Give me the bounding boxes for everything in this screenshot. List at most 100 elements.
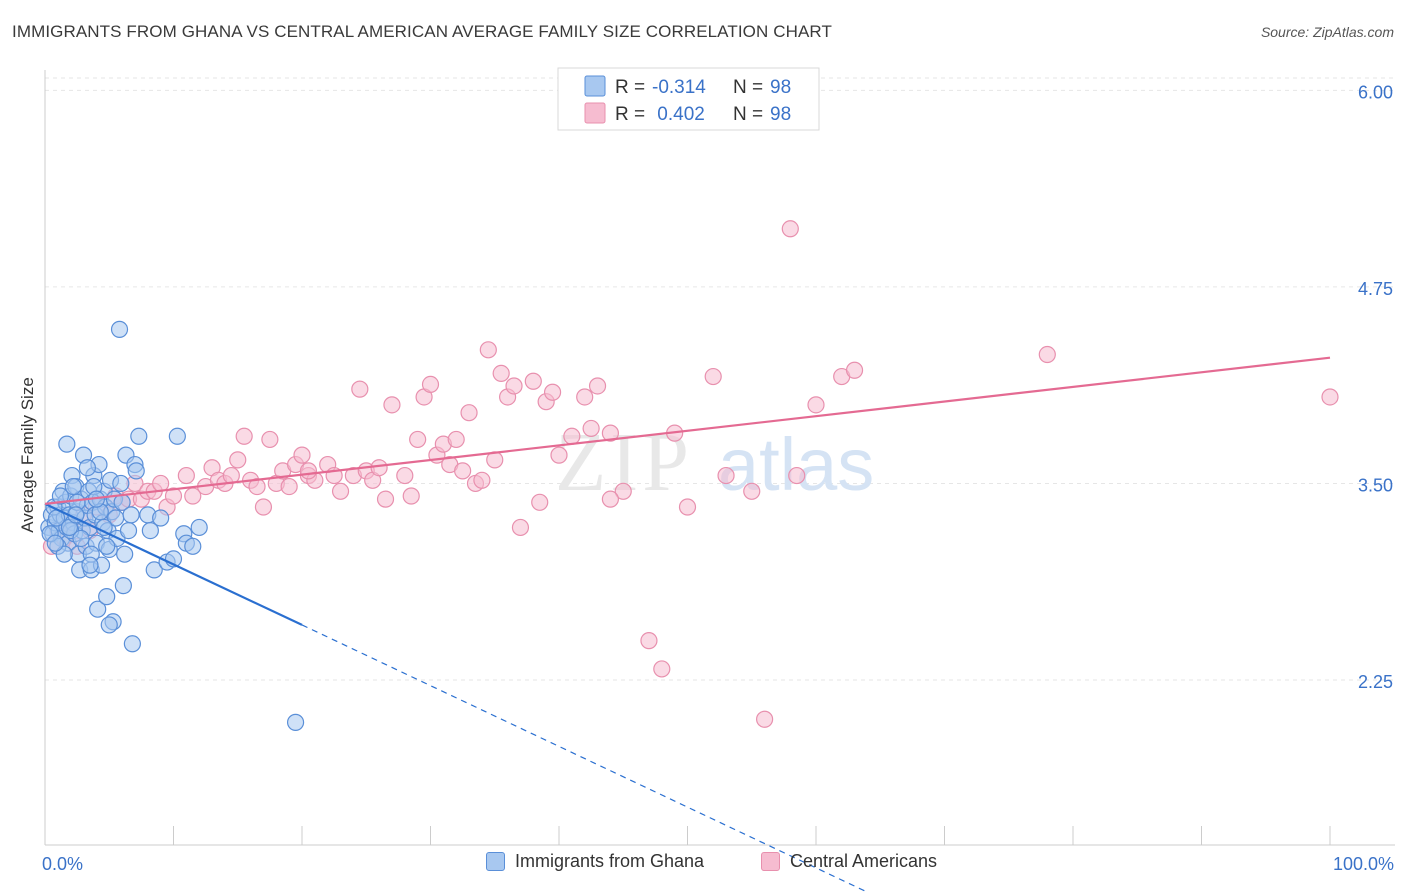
central-americans-point-53 bbox=[421, 375, 440, 394]
ghana-point-54 bbox=[114, 577, 132, 595]
ghana-point-90 bbox=[46, 534, 64, 552]
central-americans-point-94 bbox=[601, 490, 620, 508]
central-americans-point-92 bbox=[1321, 388, 1339, 406]
central-americans-point-87 bbox=[788, 466, 806, 485]
central-americans-point-84 bbox=[717, 466, 735, 485]
central-americans-point-47 bbox=[376, 490, 395, 508]
central-americans-point-73 bbox=[563, 427, 581, 445]
central-americans-point-57 bbox=[447, 430, 465, 449]
axes bbox=[44, 70, 1395, 846]
legend-item-central-americans: Central Americans bbox=[761, 851, 937, 872]
legend-swatch-central-americans bbox=[761, 852, 780, 871]
central-americans-point-66 bbox=[505, 377, 523, 395]
legend-item-ghana: Immigrants from Ghana bbox=[486, 851, 704, 872]
ghana-point-96 bbox=[286, 713, 305, 731]
central-americans-point-71 bbox=[543, 383, 562, 401]
central-americans-point-46 bbox=[370, 459, 388, 477]
y-tick-labels: 6.00 4.75 3.50 2.25 bbox=[1358, 82, 1393, 692]
central-americans-point-49 bbox=[396, 466, 414, 485]
central-americans-point-75 bbox=[582, 419, 600, 438]
central-americans-point-62 bbox=[479, 341, 497, 359]
central-americans-point-64 bbox=[492, 364, 510, 382]
legend-swatch-pink bbox=[584, 102, 606, 124]
central-americans-point-26 bbox=[229, 451, 247, 469]
central-americans-point-69 bbox=[531, 493, 549, 511]
central-americans-point-18 bbox=[164, 487, 183, 505]
x-tick-label-1: 100.0% bbox=[1333, 854, 1394, 874]
legend-n-value-1: 98 bbox=[770, 77, 791, 98]
central-americans-point-31 bbox=[261, 430, 279, 449]
central-americans-point-74 bbox=[576, 388, 594, 406]
y-tick-label-1: 4.75 bbox=[1358, 279, 1393, 299]
central-americans-point-85 bbox=[755, 710, 774, 728]
y-tick-label-2: 3.50 bbox=[1358, 475, 1393, 495]
central-americans-point-90 bbox=[845, 361, 864, 379]
central-americans-point-76 bbox=[588, 377, 607, 395]
legend-n-label-2: N = bbox=[733, 104, 763, 125]
ghana-point-73 bbox=[190, 518, 208, 537]
ghana-trend-extension bbox=[301, 624, 868, 892]
ghana-trend-line bbox=[44, 502, 303, 626]
legend-n-value-2: 98 bbox=[770, 104, 791, 125]
central-americans-point-36 bbox=[293, 446, 311, 464]
legend-r-label-2: R = bbox=[615, 104, 645, 125]
ghana-point-58 bbox=[122, 506, 140, 524]
legend-swatch-blue bbox=[584, 75, 606, 97]
central-americans-point-68 bbox=[524, 372, 542, 390]
ghana-point-80 bbox=[64, 477, 82, 496]
legend-r-value-2: 0.402 bbox=[652, 104, 705, 125]
central-americans-point-51 bbox=[409, 430, 427, 449]
central-americans-point-34 bbox=[280, 477, 298, 496]
source-label: Source: ZipAtlas.com bbox=[1260, 24, 1394, 40]
central-americans-point-29 bbox=[248, 477, 266, 496]
legend-bottom: Immigrants from Ghana Central Americans bbox=[0, 851, 1406, 877]
ghana-point-42 bbox=[98, 588, 116, 606]
ghana-point-88 bbox=[95, 518, 113, 537]
central-americans-point-95 bbox=[743, 482, 761, 500]
ghana-point-61 bbox=[127, 462, 145, 480]
central-americans-point-19 bbox=[177, 466, 195, 485]
central-americans-point-83 bbox=[704, 367, 722, 386]
ghana-point-94 bbox=[81, 556, 99, 574]
central-americans-point-48 bbox=[383, 396, 401, 414]
ghana-point-79 bbox=[58, 435, 76, 453]
ghana-point-72 bbox=[184, 537, 202, 555]
central-americans-point-79 bbox=[640, 632, 658, 650]
central-americans-point-58 bbox=[454, 462, 472, 480]
y-tick-label-3: 2.25 bbox=[1358, 672, 1393, 692]
y-tick-label-0: 6.00 bbox=[1358, 82, 1393, 102]
legend-swatch-ghana bbox=[486, 852, 505, 871]
ghana-point-52 bbox=[112, 474, 130, 493]
trend-lines bbox=[44, 356, 1331, 892]
watermark-atlas: atlas bbox=[718, 423, 874, 506]
central-americans-point-59 bbox=[460, 404, 478, 422]
ghana-point-62 bbox=[130, 427, 148, 445]
central-americans-point-80 bbox=[653, 660, 671, 678]
ghana-point-59 bbox=[123, 635, 141, 653]
ghana-point-97 bbox=[100, 616, 118, 634]
ghana-point-55 bbox=[116, 545, 134, 563]
chart-title: IMMIGRANTS FROM GHANA VS CENTRAL AMERICA… bbox=[12, 22, 832, 41]
central-americans-point-50 bbox=[402, 487, 420, 505]
x-tick-labels: 0.0% 100.0% bbox=[42, 854, 1394, 874]
ghana-point-64 bbox=[141, 521, 159, 540]
central-americans-point-30 bbox=[254, 498, 273, 516]
ghana-point-91 bbox=[51, 487, 70, 505]
y-axis-label: Average Family Size bbox=[18, 377, 37, 533]
ghana-point-35 bbox=[89, 600, 107, 618]
ghana-point-65 bbox=[145, 561, 163, 579]
central-americans-point-93 bbox=[299, 462, 318, 480]
series-central-americans-points bbox=[42, 220, 1339, 728]
ghana-point-82 bbox=[78, 459, 97, 477]
central-americans-point-61 bbox=[473, 471, 491, 489]
central-americans-point-88 bbox=[807, 396, 825, 414]
central-americans-point-27 bbox=[235, 427, 253, 445]
central-americans-trend-line bbox=[44, 356, 1331, 505]
ghana-point-95 bbox=[98, 537, 116, 555]
ghana-point-85 bbox=[72, 529, 90, 548]
central-americans-point-82 bbox=[678, 498, 697, 516]
legend-n-label-1: N = bbox=[733, 77, 763, 98]
central-americans-point-78 bbox=[614, 482, 632, 500]
central-americans-point-77 bbox=[601, 424, 620, 442]
